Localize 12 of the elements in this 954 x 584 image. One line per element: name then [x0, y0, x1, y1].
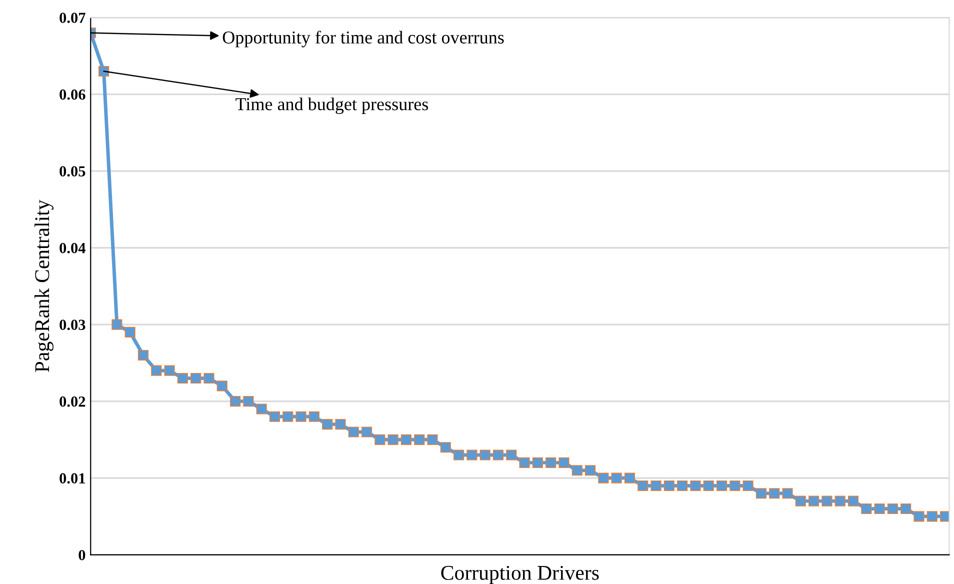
- annotation: Opportunity for time and cost overruns: [222, 30, 504, 48]
- y-tick-label: 0.03: [60, 320, 86, 330]
- x-axis-title: Corruption Drivers: [441, 566, 599, 584]
- y-tick-label: 0: [78, 550, 86, 560]
- y-tick-label: 0.05: [60, 166, 86, 177]
- y-tick-label: 0.07: [60, 12, 86, 24]
- y-tick-label: 0.04: [60, 242, 86, 254]
- annotation: Time and budget pressures: [236, 98, 428, 114]
- y-tick-label: 0.02: [60, 396, 86, 407]
- y-axis-title: PageRank Centrality: [34, 200, 54, 372]
- y-tick-label: 0.01: [60, 473, 85, 484]
- y-tick-label: 0.06: [60, 89, 86, 100]
